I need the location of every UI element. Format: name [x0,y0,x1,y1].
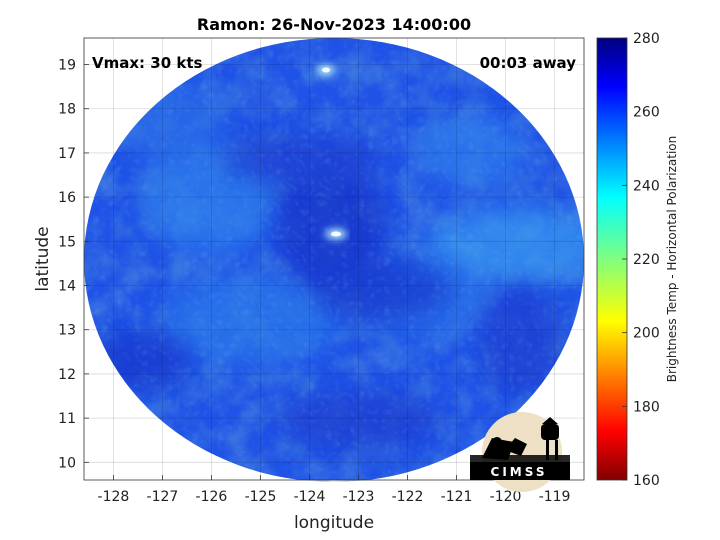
cimss-logo: CIMSS [470,412,570,492]
swath-disk [84,38,584,480]
colorbar-tick-label: 260 [633,105,660,121]
y-tick-label: 12 [58,367,76,383]
x-tick-label: -127 [147,489,179,505]
y-tick-label: 16 [58,190,76,206]
y-tick-label: 13 [58,323,76,339]
y-tick-label: 19 [58,58,76,74]
x-tick-label: -123 [343,489,375,505]
x-tick-label: -128 [98,489,130,505]
y-tick-label: 10 [58,455,76,471]
vmax-annotation: Vmax: 30 kts [92,54,202,72]
x-tick-label: -122 [392,489,424,505]
colorbar-tick-label: 240 [633,178,660,194]
x-tick-label: -121 [441,489,473,505]
colorbar-tick-label: 200 [633,326,660,342]
y-tick-label: 14 [58,279,76,295]
logo-text: CIMSS [491,465,548,479]
x-tick-label: -125 [245,489,277,505]
x-tick-label: -119 [539,489,571,505]
colorbar-ticks: 160 180 200 220 240 260 280 [622,31,660,489]
colorbar-tick-label: 220 [633,252,660,268]
chart-title: Ramon: 26-Nov-2023 14:00:00 [197,15,471,34]
x-axis-ticks: -128 -127 -126 -125 -124 -123 -122 -121 -120 -119 [98,475,571,505]
colorbar-tick-label: 280 [633,31,660,47]
y-tick-label: 11 [58,411,76,427]
y-axis-ticks: 10 11 12 13 14 15 16 17 18 19 [58,58,89,471]
colorbar-tick-label: 160 [633,473,660,489]
time-away-annotation: 00:03 away [480,54,577,72]
colorbar-tick-label: 180 [633,399,660,415]
x-tick-label: -124 [294,489,326,505]
plot-frame [83,37,585,481]
y-axis-label: latitude [33,226,53,291]
x-axis-label: longitude [294,513,374,533]
y-tick-label: 17 [58,146,76,162]
colorbar-label: Brightness Temp - Horizontal Polarizatio… [665,136,679,383]
x-tick-label: -120 [490,489,522,505]
y-tick-label: 15 [58,234,76,250]
x-tick-label: -126 [196,489,228,505]
y-tick-label: 18 [58,102,76,118]
